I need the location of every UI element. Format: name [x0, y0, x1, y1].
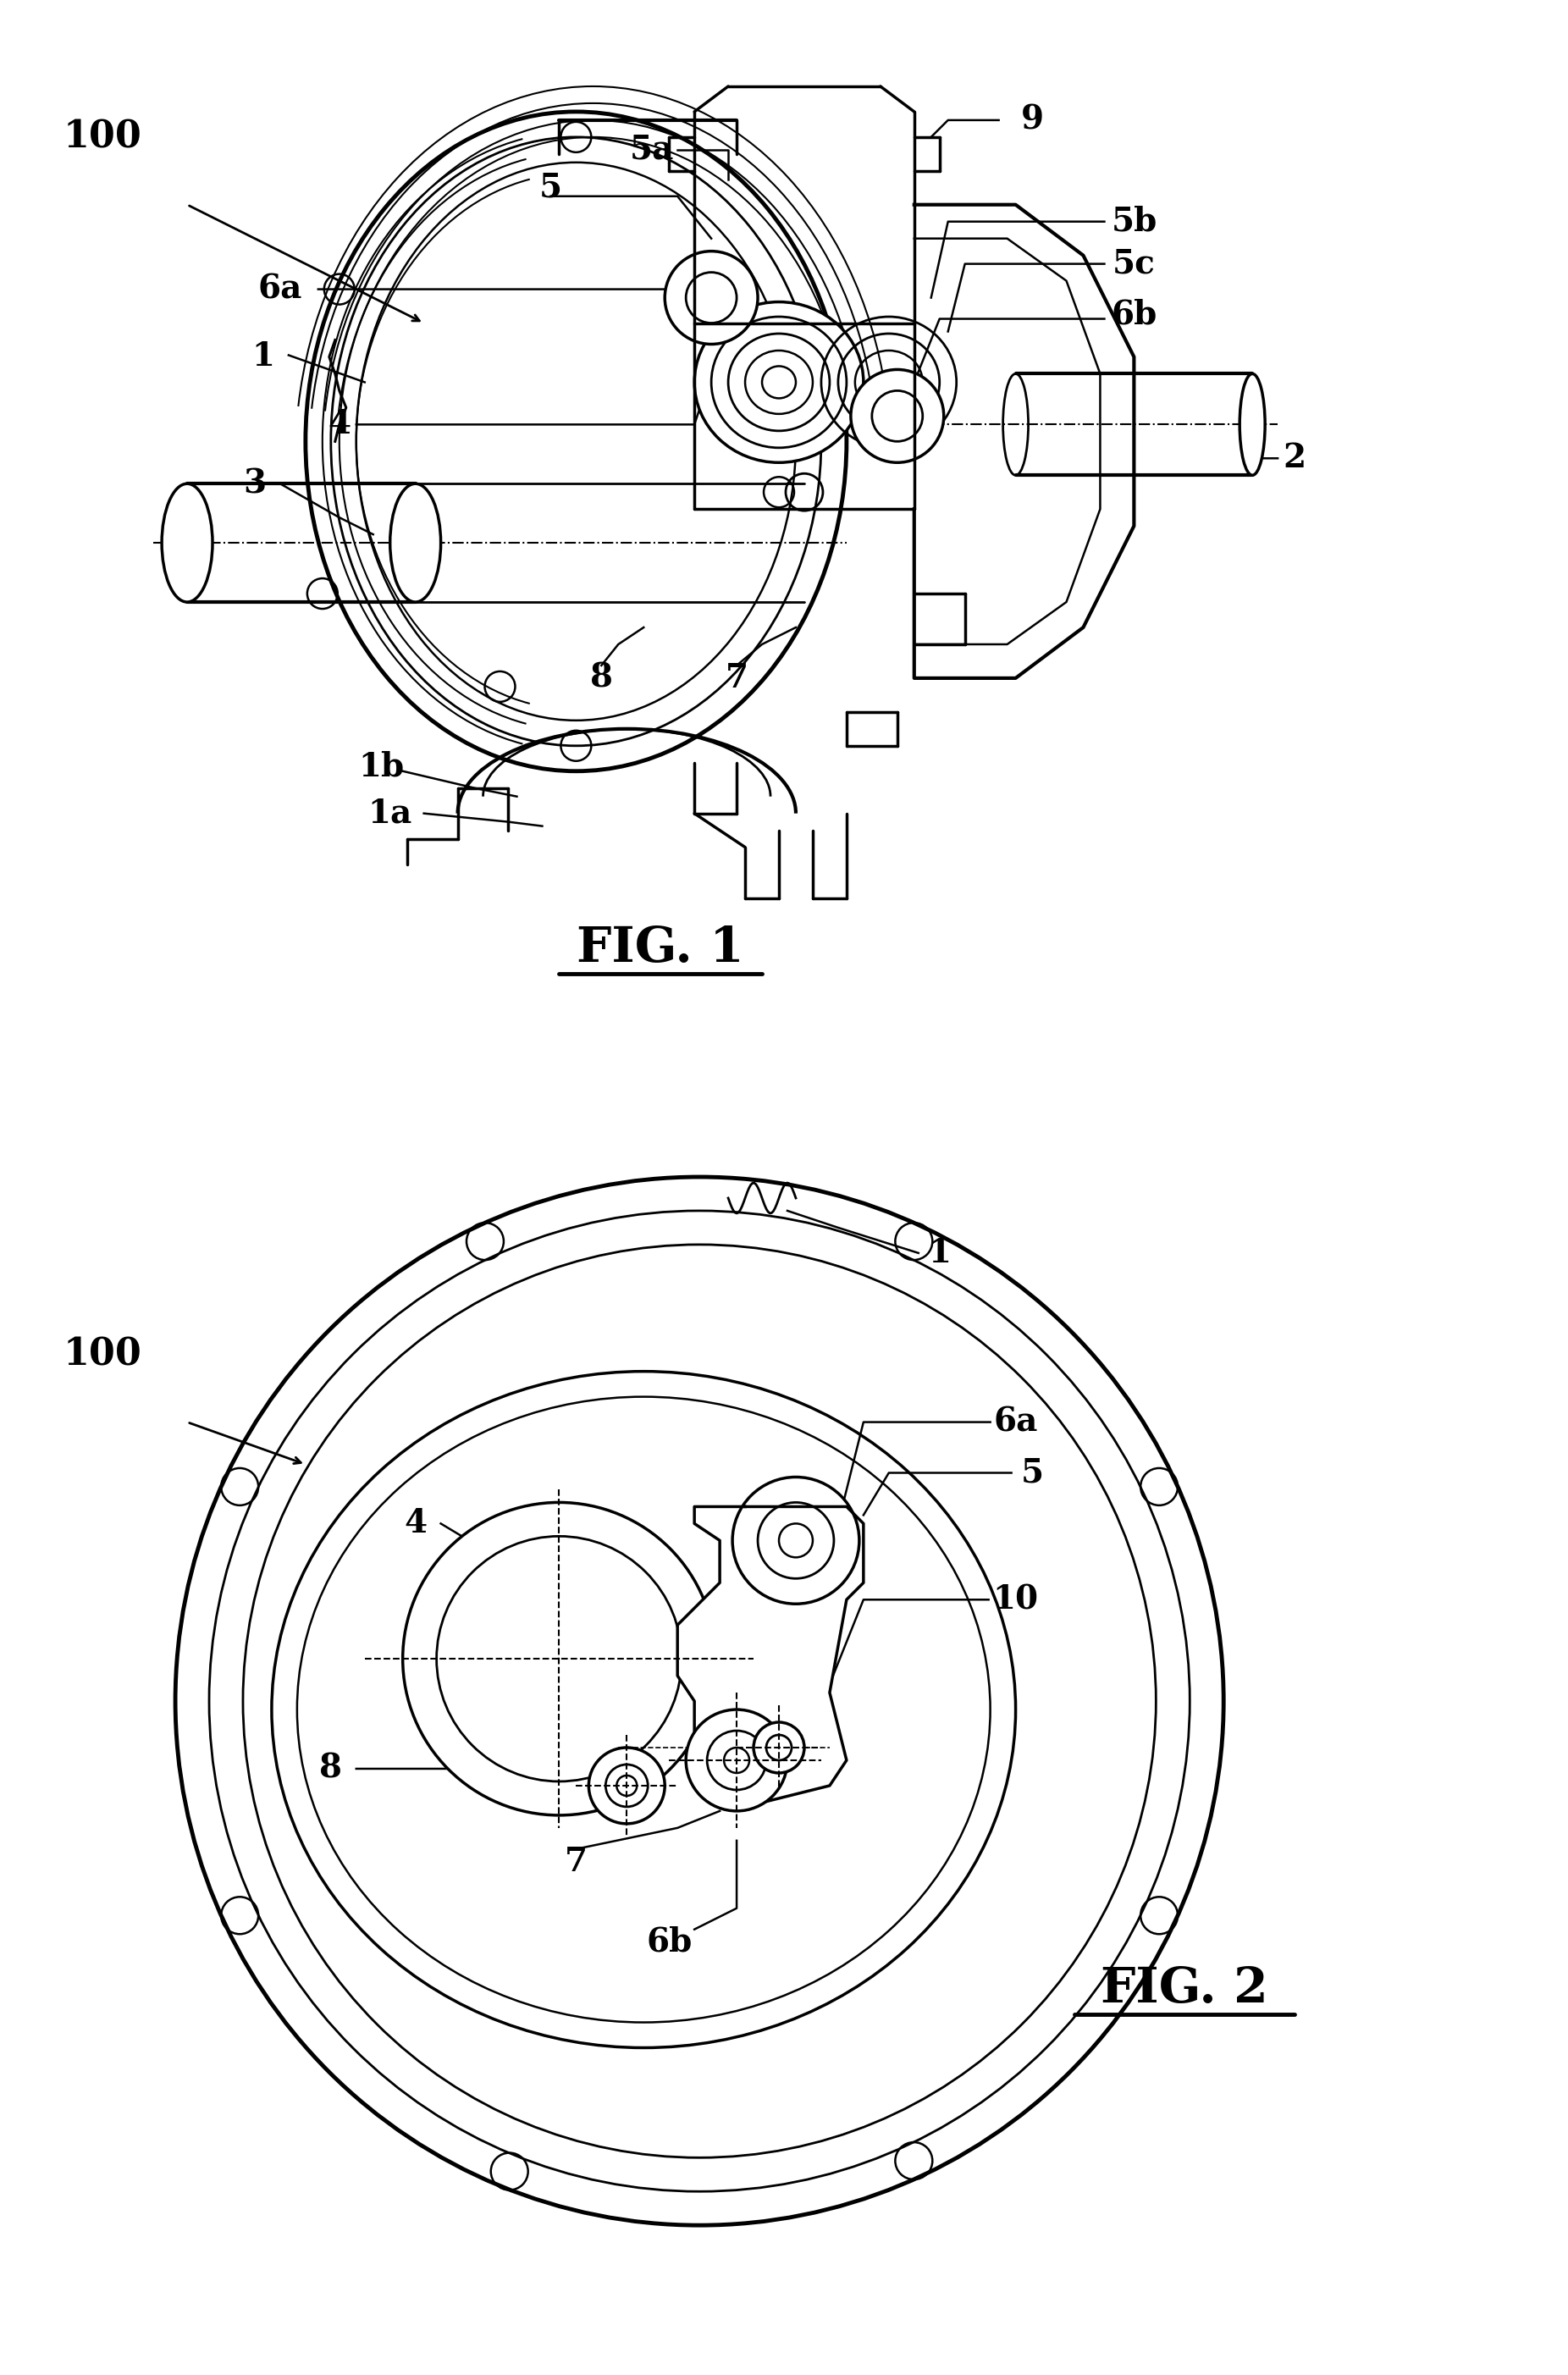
Text: 6b: 6b [646, 1926, 691, 1957]
Text: 3: 3 [243, 468, 267, 499]
Text: 5: 5 [1021, 1456, 1044, 1489]
Circle shape [754, 1722, 804, 1774]
Text: 5a: 5a [630, 133, 674, 166]
Text: 6a: 6a [994, 1406, 1038, 1439]
Circle shape [588, 1748, 665, 1824]
Ellipse shape [271, 1370, 1016, 2047]
Circle shape [732, 1477, 859, 1603]
Text: 6b: 6b [1112, 299, 1157, 330]
Polygon shape [677, 1506, 864, 1803]
Text: 2: 2 [1283, 442, 1306, 475]
Text: FIG. 2: FIG. 2 [1101, 1964, 1269, 2012]
Ellipse shape [1240, 373, 1265, 475]
Text: 1: 1 [252, 340, 274, 373]
Text: 6a: 6a [259, 273, 303, 306]
Text: 9: 9 [1021, 104, 1044, 135]
Circle shape [685, 1710, 787, 1812]
Text: 7: 7 [564, 1845, 588, 1879]
Text: 10: 10 [993, 1584, 1038, 1615]
Text: 8: 8 [320, 1753, 342, 1786]
Ellipse shape [162, 484, 213, 601]
Text: 5: 5 [539, 171, 563, 204]
Text: 7: 7 [724, 663, 748, 693]
Circle shape [851, 370, 944, 463]
Text: 1b: 1b [359, 750, 405, 784]
Text: 4: 4 [405, 1508, 426, 1539]
Text: 5c: 5c [1112, 247, 1156, 280]
Text: 100: 100 [63, 1337, 143, 1373]
Ellipse shape [695, 302, 864, 463]
Ellipse shape [390, 484, 441, 601]
Text: 8: 8 [590, 663, 613, 693]
Text: FIG. 1: FIG. 1 [577, 924, 745, 971]
Text: 4: 4 [328, 408, 351, 442]
Circle shape [403, 1503, 715, 1814]
Ellipse shape [306, 112, 847, 772]
Text: 100: 100 [63, 119, 143, 154]
Text: 1: 1 [928, 1237, 950, 1268]
Circle shape [176, 1178, 1223, 2225]
Circle shape [665, 252, 757, 344]
Text: 1a: 1a [368, 798, 412, 829]
Text: 5b: 5b [1112, 207, 1157, 238]
